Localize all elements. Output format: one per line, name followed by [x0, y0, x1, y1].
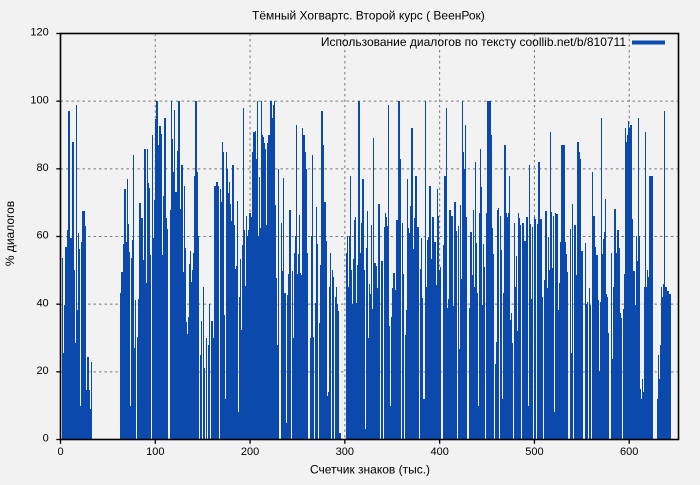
svg-text:40: 40: [36, 297, 48, 309]
svg-text:% диалогов: % диалогов: [3, 201, 17, 266]
svg-text:Счетчик знаков (тыс.): Счетчик знаков (тыс.): [310, 463, 430, 477]
svg-text:200: 200: [241, 446, 259, 458]
svg-text:120: 120: [30, 27, 48, 39]
svg-text:300: 300: [336, 446, 354, 458]
svg-text:80: 80: [36, 162, 48, 174]
svg-text:Использование диалогов по текс: Использование диалогов по тексту coollib…: [321, 35, 627, 49]
svg-text:400: 400: [430, 446, 448, 458]
svg-text:Тёмный Хогвартс. Второй курс (: Тёмный Хогвартс. Второй курс ( ВеенРок): [252, 9, 485, 23]
svg-text:20: 20: [36, 365, 48, 377]
svg-text:60: 60: [36, 230, 48, 242]
svg-text:500: 500: [525, 446, 543, 458]
svg-text:600: 600: [620, 446, 638, 458]
svg-text:100: 100: [146, 446, 164, 458]
svg-text:100: 100: [30, 94, 48, 106]
svg-text:0: 0: [57, 446, 63, 458]
svg-text:0: 0: [43, 433, 49, 445]
